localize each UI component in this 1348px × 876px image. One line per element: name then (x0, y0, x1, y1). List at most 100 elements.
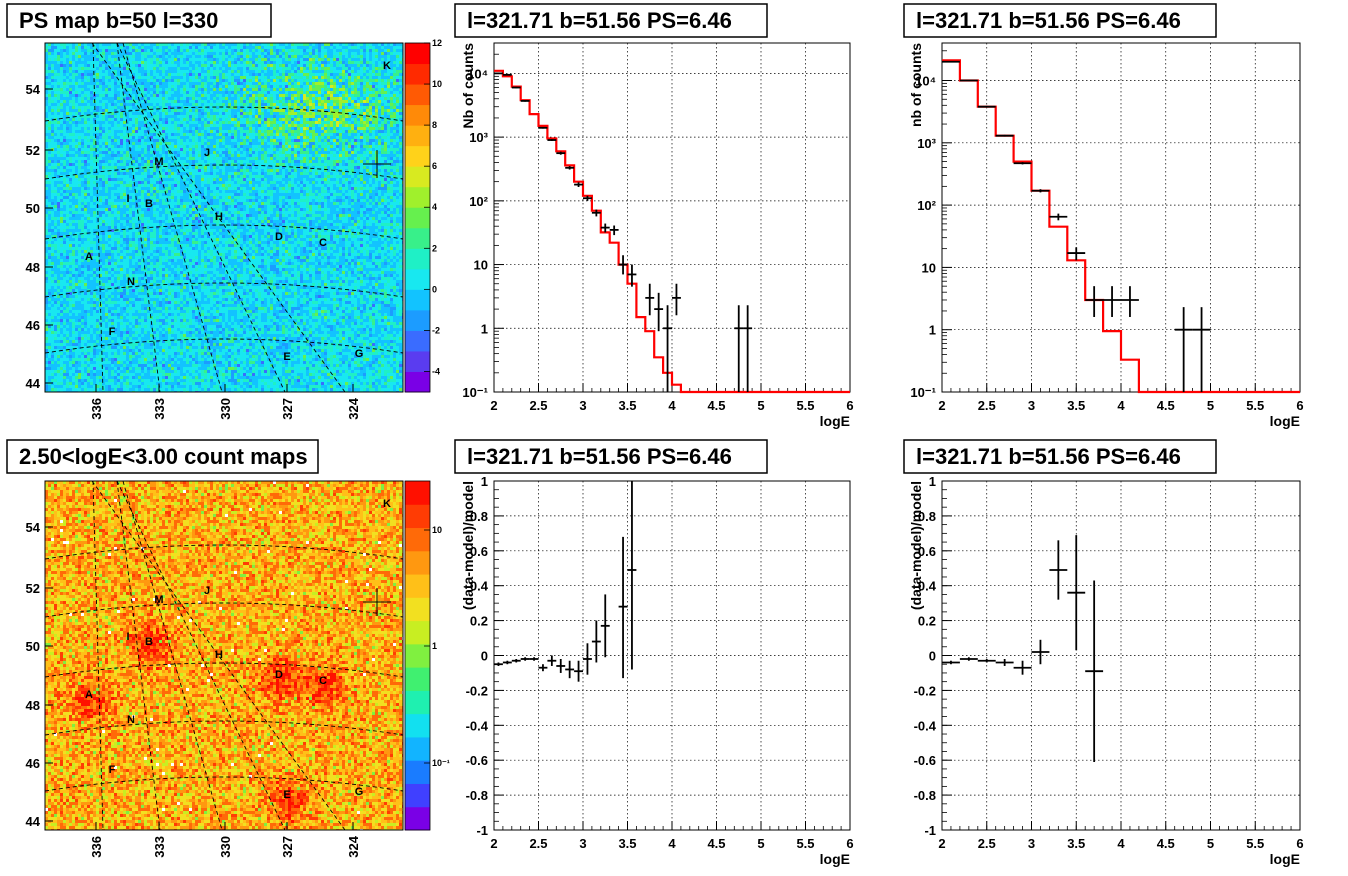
heatmap-cell (72, 91, 75, 94)
heatmap-cell (144, 130, 147, 133)
heatmap-cell (180, 109, 183, 112)
heatmap-cell (282, 133, 285, 136)
heatmap-cell (246, 88, 249, 91)
heatmap-cell (357, 73, 360, 76)
heatmap-cell (150, 160, 153, 163)
heatmap-cell (75, 85, 78, 88)
heatmap-cell (117, 97, 120, 100)
heatmap-cell (342, 46, 345, 49)
heatmap-cell (369, 157, 372, 160)
heatmap-cell (300, 55, 303, 58)
heatmap-cell (174, 127, 177, 130)
heatmap-cell (396, 148, 399, 151)
heatmap-cell (216, 166, 219, 169)
heatmap-cell (60, 148, 63, 151)
heatmap-cell (315, 112, 318, 115)
heatmap-cell (261, 154, 264, 157)
heatmap-cell (384, 148, 387, 151)
heatmap-cell (129, 112, 132, 115)
heatmap-cell (267, 52, 270, 55)
heatmap-cell (261, 88, 264, 91)
heatmap-cell (339, 73, 342, 76)
heatmap-cell (219, 94, 222, 97)
heatmap-cell (48, 121, 51, 124)
heatmap-cell (252, 91, 255, 94)
heatmap-cell (255, 58, 258, 61)
heatmap-cell (300, 46, 303, 49)
heatmap-cell (375, 49, 378, 52)
heatmap-cell (207, 91, 210, 94)
heatmap-cell (291, 157, 294, 160)
heatmap-cell (129, 133, 132, 136)
heatmap-cell (315, 100, 318, 103)
heatmap-cell (399, 124, 402, 127)
heatmap-cell (330, 148, 333, 151)
heatmap-cell (201, 133, 204, 136)
heatmap-cell (234, 103, 237, 106)
heatmap-cell (87, 109, 90, 112)
heatmap-cell (378, 76, 381, 79)
heatmap-cell (333, 64, 336, 67)
heatmap-cell (327, 160, 330, 163)
heatmap-cell (348, 55, 351, 58)
heatmap-cell (57, 61, 60, 64)
heatmap-cell (177, 55, 180, 58)
heatmap-cell (351, 160, 354, 163)
heatmap-cell (285, 100, 288, 103)
heatmap-cell (306, 163, 309, 166)
heatmap-cell (246, 55, 249, 58)
heatmap-cell (291, 151, 294, 154)
heatmap-cell (189, 79, 192, 82)
heatmap-cell (243, 82, 246, 85)
heatmap-cell (144, 49, 147, 52)
heatmap-cell (135, 70, 138, 73)
heatmap-cell (246, 100, 249, 103)
heatmap-cell (162, 94, 165, 97)
heatmap-cell (225, 76, 228, 79)
heatmap-cell (270, 103, 273, 106)
heatmap-cell (60, 145, 63, 148)
heatmap-cell (201, 142, 204, 145)
heatmap-cell (156, 91, 159, 94)
heatmap-cell (63, 64, 66, 67)
heatmap-cell (72, 118, 75, 121)
heatmap-cell (246, 160, 249, 163)
heatmap-cell (327, 79, 330, 82)
heatmap-cell (300, 88, 303, 91)
heatmap-cell (381, 76, 384, 79)
heatmap-cell (354, 103, 357, 106)
heatmap-cell (144, 82, 147, 85)
heatmap-cell (243, 79, 246, 82)
heatmap-cell (345, 127, 348, 130)
heatmap-cell (84, 79, 87, 82)
heatmap-cell (285, 118, 288, 121)
heatmap-cell (54, 145, 57, 148)
heatmap-cell (210, 49, 213, 52)
heatmap-cell (351, 130, 354, 133)
heatmap-cell (303, 67, 306, 70)
heatmap-cell (243, 76, 246, 79)
heatmap-cell (102, 70, 105, 73)
heatmap-cell (366, 64, 369, 67)
heatmap-cell (120, 55, 123, 58)
heatmap-cell (66, 67, 69, 70)
heatmap-cell (105, 52, 108, 55)
heatmap-cell (249, 64, 252, 67)
heatmap-cell (237, 121, 240, 124)
heatmap-cell (141, 118, 144, 121)
heatmap-cell (363, 85, 366, 88)
heatmap-cell (156, 49, 159, 52)
heatmap-cell (375, 103, 378, 106)
heatmap-cell (267, 142, 270, 145)
heatmap-cell (342, 73, 345, 76)
heatmap-cell (324, 61, 327, 64)
heatmap-cell (324, 124, 327, 127)
heatmap-cell (285, 52, 288, 55)
heatmap-cell (63, 103, 66, 106)
heatmap-cell (396, 112, 399, 115)
heatmap-cell (198, 61, 201, 64)
heatmap-cell (54, 157, 57, 160)
heatmap-cell (363, 46, 366, 49)
heatmap-cell (144, 46, 147, 49)
heatmap-cell (156, 76, 159, 79)
